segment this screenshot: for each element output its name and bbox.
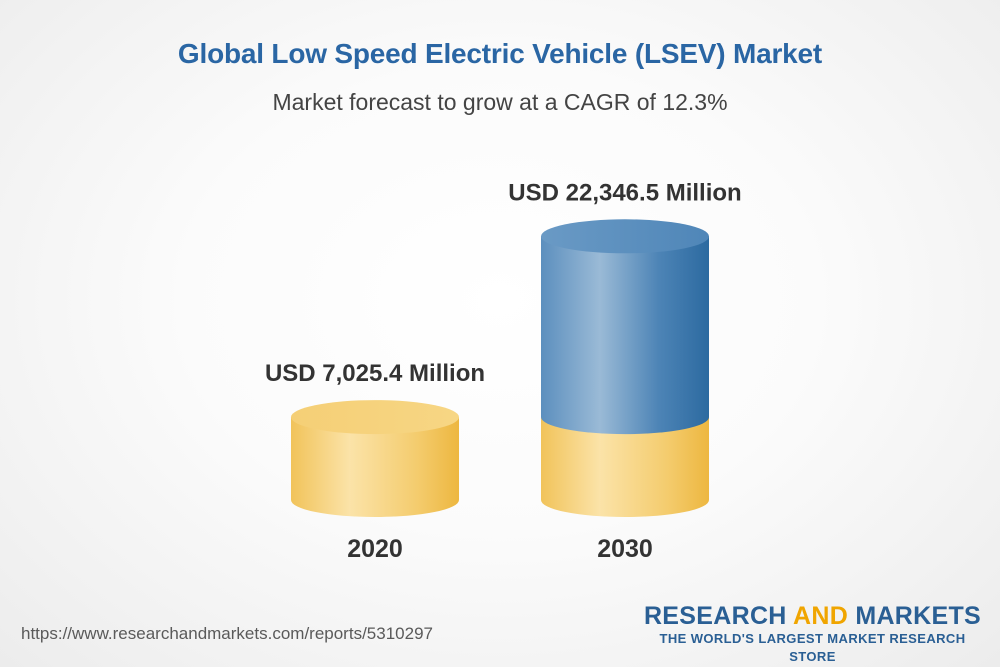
data-label: USD 22,346.5 Million [508, 179, 741, 206]
bar-top-cap [291, 400, 459, 434]
brand-tagline: THE WORLD'S LARGEST MARKET RESEARCH STOR… [640, 630, 985, 666]
brand-name: RESEARCH AND MARKETS [640, 602, 985, 630]
brand-name-part1: RESEARCH [644, 602, 787, 630]
brand-logo: RESEARCH AND MARKETS THE WORLD'S LARGEST… [640, 602, 985, 666]
brand-name-accent: AND [793, 602, 848, 630]
bar-growth-segment [541, 236, 709, 434]
data-label: USD 7,025.4 Million [265, 360, 485, 387]
source-url: https://www.researchandmarkets.com/repor… [21, 624, 433, 644]
bar-top-cap [541, 219, 709, 253]
cylinder-bar-chart: USD 7,025.4 Million 2020 USD 22,346.5 Mill… [0, 0, 1000, 600]
category-label: 2030 [597, 535, 653, 563]
category-label: 2020 [347, 535, 403, 563]
brand-name-part3: MARKETS [855, 602, 981, 630]
